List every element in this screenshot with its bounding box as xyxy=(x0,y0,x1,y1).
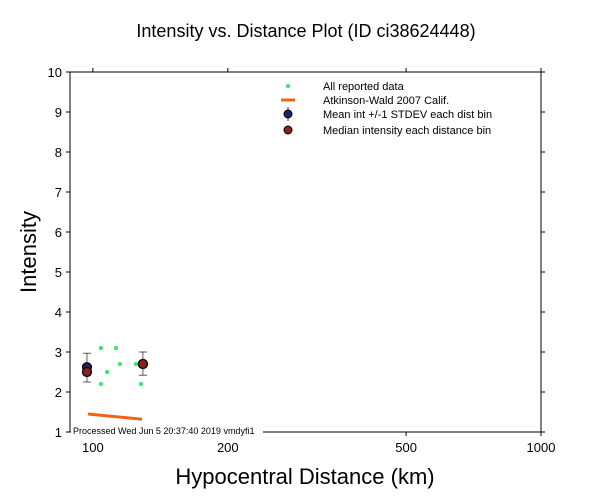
reported-point xyxy=(138,382,143,386)
legend-reported-marker xyxy=(286,84,290,88)
reported-point xyxy=(117,362,122,366)
legend-median-marker xyxy=(283,125,293,135)
chart-title: Intensity vs. Distance Plot (ID ci386244… xyxy=(136,21,475,41)
atkinson-wald-line xyxy=(87,412,143,421)
y-tick-label: 6 xyxy=(55,225,62,240)
y-tick-label: 7 xyxy=(55,185,62,200)
y-tick-label: 1 xyxy=(55,425,62,440)
legend: All reported data Atkinson-Wald 2007 Cal… xyxy=(281,81,492,137)
x-axis-label: Hypocentral Distance (km) xyxy=(175,464,434,489)
y-tick-label: 9 xyxy=(55,105,62,120)
legend-mean-marker xyxy=(283,109,293,119)
reported-point xyxy=(104,370,109,374)
y-tick-label: 5 xyxy=(55,265,62,280)
legend-label: Mean int +/-1 STDEV each dist bin xyxy=(323,109,492,121)
x-tick-label: 500 xyxy=(395,440,417,455)
x-tick-label: 100 xyxy=(82,440,104,455)
reported-point xyxy=(133,362,138,366)
y-tick-label: 4 xyxy=(55,305,62,320)
median-point xyxy=(81,366,93,378)
reported-point xyxy=(113,346,118,350)
x-tick-label: 200 xyxy=(217,440,239,455)
y-tick-label: 10 xyxy=(48,65,62,80)
legend-label: All reported data xyxy=(323,81,405,93)
footer-processed-text: Processed Wed Jun 5 20:37:40 2019 vmdyfi… xyxy=(73,426,254,436)
y-axis-label: Intensity xyxy=(16,211,41,293)
reported-point xyxy=(98,382,103,386)
y-tick-label: 8 xyxy=(55,145,62,160)
reported-point xyxy=(98,346,103,350)
legend-label: Atkinson-Wald 2007 Calif. xyxy=(323,95,449,107)
x-tick-label: 1000 xyxy=(527,440,556,455)
y-tick-label: 2 xyxy=(55,385,62,400)
legend-label: Median intensity each distance bin xyxy=(323,125,491,137)
y-tick-label: 3 xyxy=(55,345,62,360)
median-point xyxy=(137,358,149,370)
plot-frame xyxy=(69,71,542,433)
